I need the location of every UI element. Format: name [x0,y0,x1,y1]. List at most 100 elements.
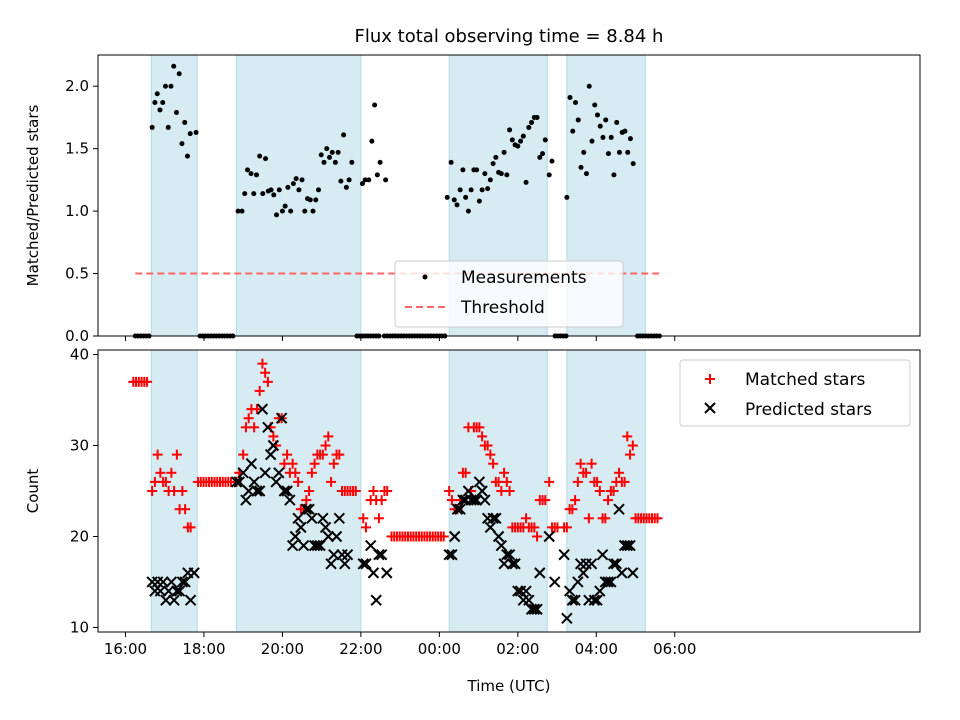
matched-star-point [567,504,578,515]
measurement-point [293,176,299,182]
matched-star-point [301,495,312,506]
measurement-point [487,177,493,183]
predicted-star-point [270,476,282,488]
measurement-point [285,184,291,190]
measurement-point [573,99,579,105]
predicted-star-point [330,530,343,543]
measurement-point [369,138,375,144]
top-legend-box [394,260,624,328]
predicted-star-point [473,476,486,488]
x-tick-label: 00:00 [418,640,461,658]
measurement-point [271,192,277,198]
measurement-point [567,94,573,100]
measurement-point [490,161,496,167]
measurement-point [597,123,603,129]
matched-star-point [160,476,171,487]
measurement-point [529,119,535,125]
legend-predicted-marker [704,402,716,414]
measurement-point [182,119,188,125]
matched-star-point [504,486,515,496]
predicted-star-point [549,576,561,588]
matched-star-point [501,476,512,487]
predicted-star-point [267,439,280,452]
x-tick-label: 18:00 [182,640,225,658]
measurement-point [329,149,335,155]
measurement-point [622,128,628,134]
predicted-star-point [251,485,263,497]
measurement-point [341,132,347,138]
predicted-star-point [157,576,169,588]
measurement-point [254,172,260,178]
predicted-star-point [523,594,535,606]
measurement-point [313,197,319,203]
matched-star-point [238,449,249,460]
matched-star-point [166,467,177,478]
measurement-point [338,178,344,184]
predicted-star-point [602,576,614,588]
measurement-point [307,197,313,203]
legend-measurements-marker [422,274,428,280]
measurement-point [482,171,488,177]
bottom-y-axis-label: Count [24,469,42,514]
y-tick-label: 1.5 [65,140,89,158]
measurement-point [154,91,160,97]
measurement-point [611,172,617,178]
measurement-point [570,128,576,134]
y-tick-label: 1.0 [65,202,89,220]
measurement-point [474,167,480,173]
measurement-point [257,153,263,159]
measurement-point [179,141,185,147]
bottom-legend: Matched stars Predicted stars [679,359,911,427]
predicted-star-point [300,503,313,515]
predicted-star-point [240,494,252,506]
measurement-point [523,179,529,185]
y-tick-label: 0.5 [65,265,89,283]
measurement-point [349,159,355,165]
predicted-star-point [360,558,372,570]
matched-star-point [477,431,488,442]
measurement-point [603,117,609,123]
measurement-point [193,129,199,135]
matched-star-point [438,531,449,542]
measurement-point [321,159,327,165]
predicted-star-point [370,594,382,606]
legend-measurements-label: Measurements [461,268,587,288]
matched-star-point [532,531,543,542]
predicted-star-point [171,585,183,597]
measurement-point [586,83,592,89]
predicted-star-point [373,548,385,561]
predicted-star-point [492,530,505,543]
matched-star-point [293,476,304,487]
y-tick-label: 20 [70,527,89,545]
measurement-point [630,161,636,167]
measurement-point [520,133,526,139]
observing-interval-1 [236,54,362,337]
matched-star-point [260,367,271,378]
measurement-point [526,124,532,130]
predicted-star-point [162,585,175,597]
matched-star-point [572,476,583,487]
matched-star-point [561,522,572,533]
legend-predicted-label: Predicted stars [745,400,872,420]
matched-star-point [254,385,265,396]
predicted-star-point [297,539,310,552]
measurement-point [537,154,543,160]
measurement-point [549,158,555,164]
measurement-point [377,159,383,165]
predicted-star-point [512,585,524,597]
x-axis-label: Time (UTC) [467,677,551,695]
matched-star-point [376,495,387,506]
measurement-point [507,127,513,133]
predicted-star-point [462,485,475,497]
predicted-star-point [591,594,603,606]
predicted-star-point [317,512,329,524]
bottom-axes-frame [97,349,921,633]
matched-star-point [155,467,166,478]
matched-star-point [614,467,625,478]
measurement-point [594,112,600,118]
measurement-point [260,191,266,197]
matched-star-point [482,440,493,451]
predicted-star-point [237,467,249,479]
measurement-point [296,187,302,193]
predicted-star-point [364,539,377,552]
